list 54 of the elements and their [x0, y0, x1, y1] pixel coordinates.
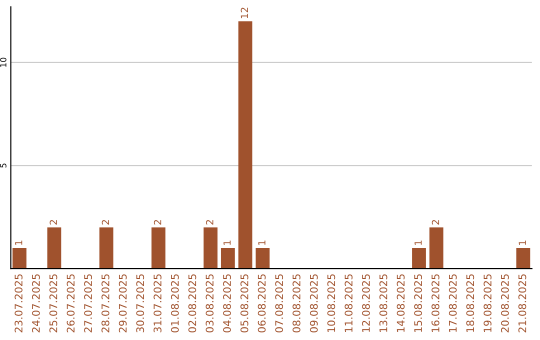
x-tick-label: 21.08.2025	[518, 274, 526, 332]
x-tick-label: 29.07.2025	[118, 274, 127, 332]
data-label: 2	[206, 220, 214, 225]
bar	[99, 227, 114, 269]
x-tick-label: 07.08.2025	[275, 274, 284, 332]
x-tick-label: 17.08.2025	[448, 274, 457, 332]
bar	[429, 227, 444, 269]
data-label: 1	[414, 240, 422, 245]
x-tick-label: 24.07.2025	[32, 274, 40, 332]
data-label: 1	[258, 240, 266, 245]
x-tick-label: 10.08.2025	[327, 274, 336, 332]
x-tick-label: 06.08.2025	[258, 274, 266, 332]
x-tick-label: 11.08.2025	[344, 274, 353, 332]
x-tick-label: 30.07.2025	[136, 274, 144, 332]
x-tick-label: 03.08.2025	[206, 274, 214, 332]
bar	[12, 248, 26, 269]
bar	[204, 227, 218, 269]
data-label: 1	[518, 240, 526, 245]
data-label: 2	[102, 220, 110, 225]
x-tick-label: 08.08.2025	[292, 274, 300, 332]
x-tick-label: 12.08.2025	[362, 274, 370, 332]
y-tick-label: 10	[0, 58, 6, 67]
x-tick-label: 28.07.2025	[101, 274, 110, 332]
x-tick-label: 15.08.2025	[414, 274, 422, 332]
x-tick-label: 20.08.2025	[500, 274, 509, 332]
x-tick-label: 27.07.2025	[84, 274, 92, 332]
x-tick-label: 14.08.2025	[396, 274, 405, 332]
bar	[256, 248, 270, 269]
x-tick-label: 02.08.2025	[188, 274, 196, 332]
x-tick-label: 05.08.2025	[240, 274, 248, 332]
x-tick-label: 19.08.2025	[484, 274, 492, 332]
x-tick-label: 31.07.2025	[154, 274, 162, 332]
bar	[516, 248, 530, 269]
data-label: 1	[15, 240, 22, 245]
x-tick-label: 16.08.2025	[432, 274, 440, 332]
x-tick-label: 13.08.2025	[379, 274, 388, 332]
x-tick-label: 26.07.2025	[66, 274, 75, 332]
bar	[238, 21, 252, 269]
bar	[151, 227, 166, 269]
x-tick-label: 25.07.2025	[49, 274, 58, 332]
y-tick-label: 5	[0, 164, 6, 168]
x-tick-label: 23.07.2025	[14, 274, 23, 332]
x-tick-label: 04.08.2025	[223, 274, 231, 332]
data-label: 1	[224, 240, 231, 245]
x-tick-label: 01.08.2025	[170, 274, 179, 332]
data-label: 2	[432, 220, 440, 225]
x-tick-label: 18.08.2025	[466, 274, 474, 332]
bar	[220, 248, 235, 269]
data-label: 2	[154, 220, 162, 225]
bar	[412, 248, 426, 269]
bar	[47, 227, 62, 269]
x-tick-label: 09.08.2025	[310, 274, 318, 332]
data-label: 12	[240, 8, 248, 18]
data-label: 2	[50, 220, 57, 225]
